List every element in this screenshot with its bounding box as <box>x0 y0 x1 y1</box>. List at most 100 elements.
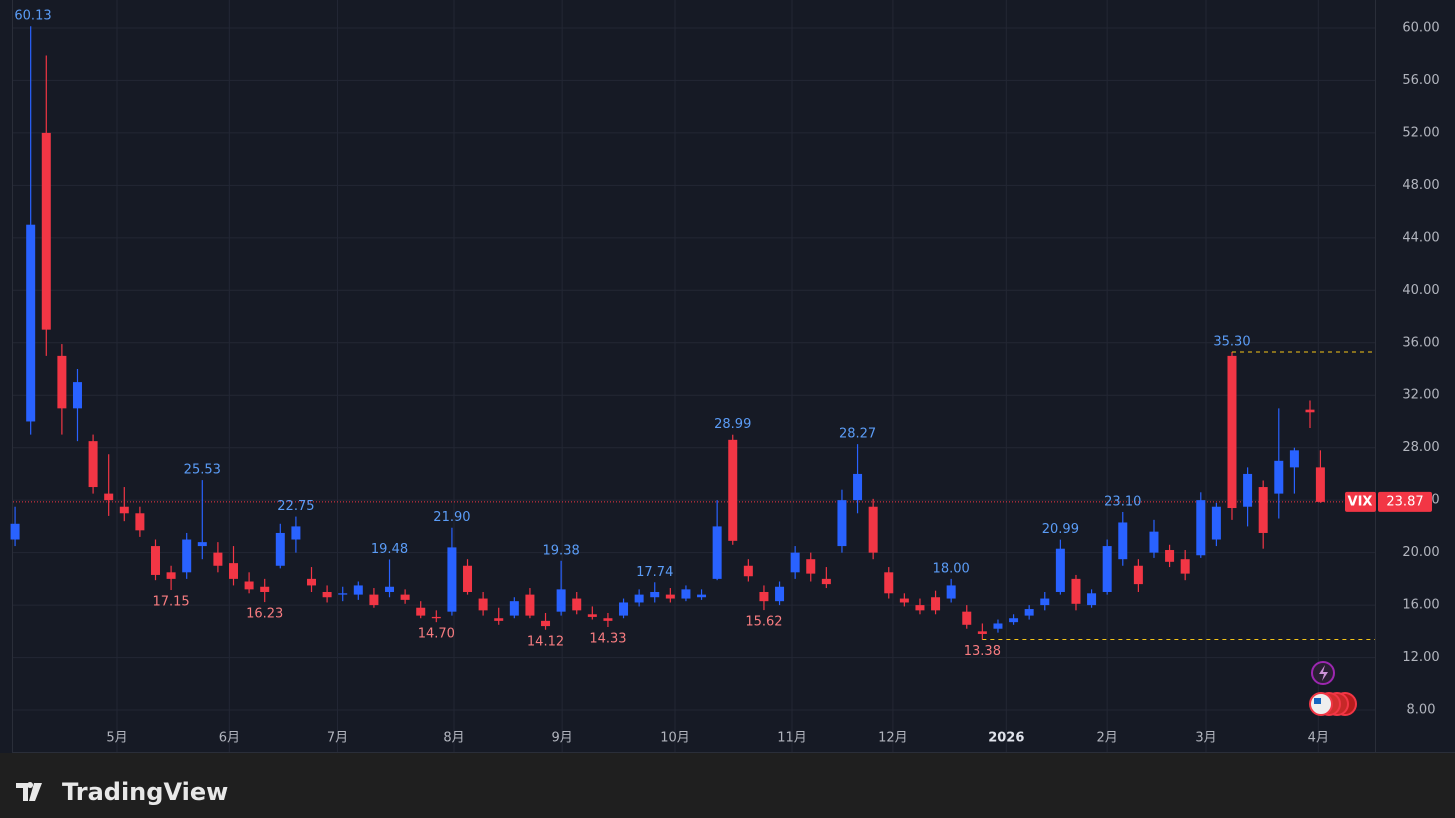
price-tag <box>1378 491 1432 512</box>
candle-body <box>931 597 941 611</box>
x-tick-label: 3月 <box>1195 731 1216 746</box>
candle-body <box>1040 598 1050 606</box>
extreme-label: 35.30 <box>1213 334 1250 349</box>
extreme-label: 14.33 <box>589 632 626 647</box>
extreme-label: 19.38 <box>543 543 580 558</box>
candle-body <box>603 618 613 621</box>
candle-body <box>790 552 800 573</box>
candle-body <box>1133 565 1143 585</box>
candle-body <box>1258 487 1268 533</box>
extreme-label: 18.00 <box>933 561 970 576</box>
candle-body <box>1227 355 1237 509</box>
candle-body <box>57 355 67 409</box>
candle-body <box>244 581 254 590</box>
extreme-label: 17.74 <box>636 565 673 580</box>
candle-body <box>665 594 675 599</box>
candle-body <box>681 589 691 599</box>
candle-body <box>1315 467 1325 502</box>
candle-body <box>743 565 753 577</box>
candle-body <box>431 616 441 619</box>
event-icon-flag <box>1314 698 1321 704</box>
y-tick-label: 60.00 <box>1402 20 1439 35</box>
candle-body <box>385 586 395 592</box>
candle-body <box>1289 450 1299 468</box>
y-tick-label: 32.00 <box>1402 388 1439 403</box>
candle-body <box>478 598 488 611</box>
y-tick-label: 28.00 <box>1402 440 1439 455</box>
x-tick-label: 2月 <box>1097 731 1118 746</box>
candle-body <box>135 513 145 531</box>
candle-body <box>1102 546 1112 592</box>
x-tick-label: 10月 <box>660 731 690 746</box>
candle-body <box>728 439 738 541</box>
extreme-label: 17.15 <box>152 595 189 610</box>
x-tick-label: 7月 <box>327 731 348 746</box>
candle-body <box>182 539 192 573</box>
extreme-label: 19.48 <box>371 542 408 557</box>
candle-body <box>619 602 629 616</box>
candle-body <box>119 506 129 514</box>
y-tick-label: 52.00 <box>1402 125 1439 140</box>
price-tag-label: 23.87 <box>1386 494 1423 509</box>
candle-body <box>322 591 332 598</box>
candle-body <box>712 526 722 579</box>
candle-body <box>416 607 426 616</box>
y-tick-label: 36.00 <box>1402 335 1439 350</box>
x-tick-label: 12月 <box>878 731 908 746</box>
event-icons <box>1309 661 1357 716</box>
candle-body <box>775 586 785 602</box>
candle-body <box>868 506 878 553</box>
candle-body <box>806 559 816 574</box>
extreme-label: 28.27 <box>839 427 876 442</box>
extreme-label: 21.90 <box>433 510 470 525</box>
candle-body <box>853 473 863 501</box>
candle-body <box>650 591 660 598</box>
candle-body <box>572 598 582 611</box>
extreme-label: 13.38 <box>964 644 1001 659</box>
candle-body <box>41 132 51 330</box>
candle-body <box>759 591 769 602</box>
candle-body <box>166 572 176 579</box>
candle-body <box>275 532 285 566</box>
candle-body <box>228 563 238 579</box>
x-tick-label: 2026 <box>988 731 1024 746</box>
grid <box>13 0 1375 752</box>
candle-body <box>977 631 987 634</box>
candle-body <box>307 578 317 586</box>
candle-body <box>291 526 301 540</box>
logo: TradingView <box>16 778 228 806</box>
y-tick-label: 20.00 <box>1402 545 1439 560</box>
candle-body <box>463 565 473 592</box>
candle-body <box>509 601 519 616</box>
extreme-label: 23.10 <box>1104 494 1141 509</box>
extreme-label: 22.75 <box>277 499 314 514</box>
y-tick-label: 44.00 <box>1402 230 1439 245</box>
candle-body <box>10 523 20 540</box>
candle-body <box>213 552 223 566</box>
x-tick-label: 6月 <box>219 731 240 746</box>
extreme-label: 60.13 <box>14 9 51 24</box>
candle-body <box>915 605 925 611</box>
candle-body <box>556 589 566 612</box>
y-tick-label: 8.00 <box>1407 703 1436 718</box>
candle-body <box>1071 578 1081 604</box>
candle-body <box>1024 609 1034 616</box>
candle-body <box>993 623 1003 629</box>
x-tick-label: 9月 <box>552 731 573 746</box>
candle-body <box>1196 500 1206 556</box>
candle-body <box>26 224 36 422</box>
candle-body <box>1055 548 1065 592</box>
candle-body <box>697 594 707 598</box>
candle-body <box>1009 618 1019 623</box>
symbol-tag-label: VIX <box>1348 494 1373 509</box>
x-tick-label: 5月 <box>106 731 127 746</box>
candle-body <box>1305 409 1315 413</box>
symbol-tag <box>1345 491 1376 512</box>
candle-body <box>1149 531 1159 553</box>
x-tick-label: 8月 <box>443 731 464 746</box>
y-tick-label: 40.00 <box>1402 283 1439 298</box>
candle-body <box>1118 522 1128 560</box>
candle-body <box>821 578 831 585</box>
